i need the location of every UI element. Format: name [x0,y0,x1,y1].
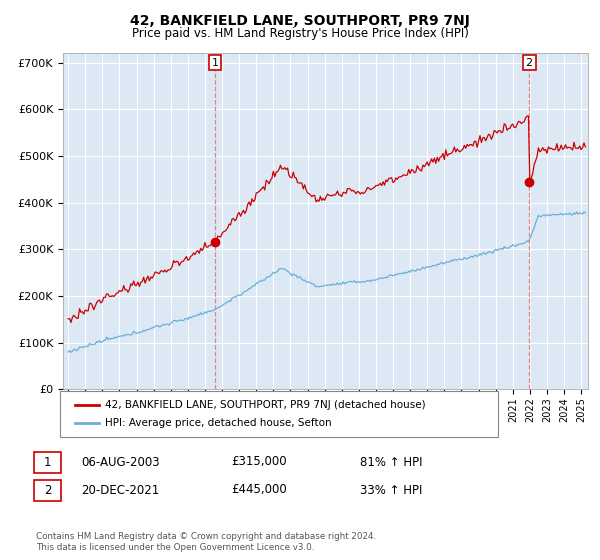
Text: 33% ↑ HPI: 33% ↑ HPI [360,483,422,497]
Text: 42, BANKFIELD LANE, SOUTHPORT, PR9 7NJ (detached house): 42, BANKFIELD LANE, SOUTHPORT, PR9 7NJ (… [105,400,425,410]
Text: 81% ↑ HPI: 81% ↑ HPI [360,455,422,469]
Text: 42, BANKFIELD LANE, SOUTHPORT, PR9 7NJ: 42, BANKFIELD LANE, SOUTHPORT, PR9 7NJ [130,14,470,28]
Text: Contains HM Land Registry data © Crown copyright and database right 2024.
This d: Contains HM Land Registry data © Crown c… [36,532,376,552]
Text: 06-AUG-2003: 06-AUG-2003 [81,455,160,469]
Text: 20-DEC-2021: 20-DEC-2021 [81,483,159,497]
Text: 1: 1 [212,58,218,68]
Text: 1: 1 [44,455,51,469]
Text: HPI: Average price, detached house, Sefton: HPI: Average price, detached house, Seft… [105,418,332,428]
Text: 2: 2 [44,483,51,497]
Text: £445,000: £445,000 [231,483,287,497]
Text: 2: 2 [526,58,533,68]
Text: £315,000: £315,000 [231,455,287,469]
Text: Price paid vs. HM Land Registry's House Price Index (HPI): Price paid vs. HM Land Registry's House … [131,27,469,40]
